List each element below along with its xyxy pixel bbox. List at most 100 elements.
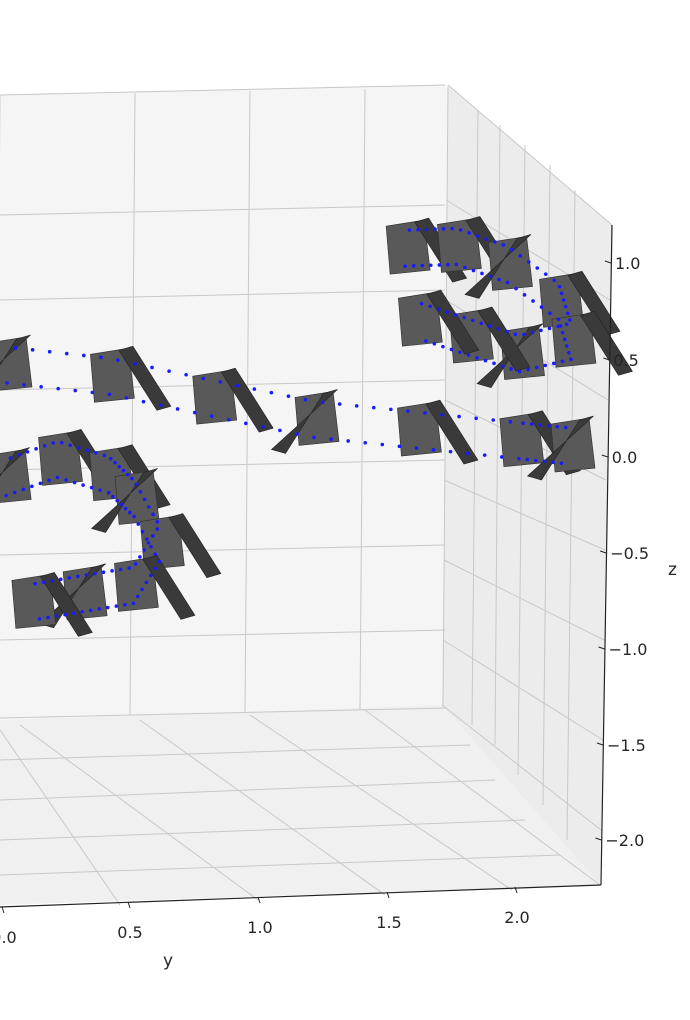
data-point xyxy=(546,424,551,428)
data-point xyxy=(33,581,37,586)
data-point xyxy=(471,268,476,273)
data-point xyxy=(21,487,26,492)
data-point xyxy=(118,567,123,572)
data-point xyxy=(175,407,180,411)
data-point xyxy=(423,411,427,415)
data-point xyxy=(522,332,526,337)
data-point xyxy=(518,253,523,258)
data-point xyxy=(496,326,501,331)
panel-face xyxy=(488,236,533,291)
panel-wing xyxy=(464,234,532,299)
data-point xyxy=(482,453,487,457)
data-point xyxy=(534,458,538,463)
data-point xyxy=(85,448,90,453)
data-point xyxy=(64,351,69,356)
data-point xyxy=(269,390,274,395)
data-point xyxy=(411,264,416,268)
data-point xyxy=(167,369,171,373)
data-point xyxy=(514,286,518,291)
data-point xyxy=(441,344,445,349)
data-point xyxy=(130,476,134,481)
data-point xyxy=(448,449,453,454)
data-point xyxy=(547,326,552,331)
data-point xyxy=(80,609,84,614)
data-point xyxy=(82,353,86,358)
data-point xyxy=(141,399,146,404)
data-point xyxy=(51,441,56,445)
data-point xyxy=(4,493,8,498)
data-point xyxy=(113,460,117,465)
data-point xyxy=(153,552,157,556)
data-point xyxy=(140,587,144,592)
z-tick-mark xyxy=(600,550,607,554)
data-point xyxy=(539,328,543,333)
grid-line-side xyxy=(443,559,605,641)
z-tick-mark xyxy=(603,357,610,361)
data-point xyxy=(457,414,461,419)
grid-line-side xyxy=(442,639,604,741)
data-point xyxy=(47,478,51,483)
data-point xyxy=(563,304,568,309)
grid-line-floor-h xyxy=(0,819,526,841)
data-point xyxy=(440,412,444,417)
data-point xyxy=(38,481,43,486)
data-point xyxy=(526,367,530,372)
data-point xyxy=(407,228,412,232)
data-point xyxy=(133,562,138,566)
data-point xyxy=(543,272,548,276)
panel-face xyxy=(90,347,135,403)
data-point xyxy=(320,400,325,405)
data-point xyxy=(569,357,573,362)
data-point xyxy=(59,440,64,445)
data-point xyxy=(403,264,407,268)
panel-glyph xyxy=(0,334,33,391)
panel-wing xyxy=(425,399,479,465)
grid-line-back-h xyxy=(0,707,446,719)
panel-glyph xyxy=(464,234,533,299)
data-point xyxy=(475,356,479,360)
data-point xyxy=(124,396,129,400)
grid-line-side xyxy=(447,84,613,226)
data-point xyxy=(531,299,535,303)
data-point xyxy=(567,350,571,355)
data-point xyxy=(551,460,555,465)
data-point xyxy=(127,566,131,570)
y-tick-label: 2.0 xyxy=(504,908,529,927)
data-point xyxy=(521,421,525,425)
data-point xyxy=(94,451,98,455)
data-point xyxy=(499,455,504,459)
data-point xyxy=(556,324,560,329)
data-point xyxy=(497,277,501,282)
data-point xyxy=(244,421,248,426)
data-point xyxy=(55,475,60,480)
grid-line-floor-h xyxy=(0,744,471,761)
panel-face xyxy=(11,574,57,629)
data-point xyxy=(480,271,484,276)
data-point xyxy=(513,332,518,337)
data-point xyxy=(428,263,433,268)
grid-line-floor-h xyxy=(0,854,561,876)
data-point xyxy=(209,414,214,418)
data-point xyxy=(138,555,142,559)
y-tick-mark xyxy=(386,891,390,899)
data-point xyxy=(453,313,458,317)
data-point xyxy=(475,234,480,238)
data-point xyxy=(119,502,124,507)
data-point xyxy=(81,483,85,487)
data-point xyxy=(462,315,467,320)
data-point xyxy=(123,602,127,607)
panel-face xyxy=(0,336,33,391)
data-point xyxy=(530,330,535,335)
data-point xyxy=(509,367,513,371)
data-point xyxy=(110,569,114,573)
data-point xyxy=(525,457,530,462)
data-point xyxy=(158,403,163,408)
data-point xyxy=(561,298,566,302)
data-point xyxy=(132,514,136,519)
data-point xyxy=(428,304,432,309)
data-point xyxy=(218,380,223,384)
data-point xyxy=(431,448,436,452)
y-tick-label: 1.5 xyxy=(376,913,401,932)
y-axis-line xyxy=(0,884,602,908)
